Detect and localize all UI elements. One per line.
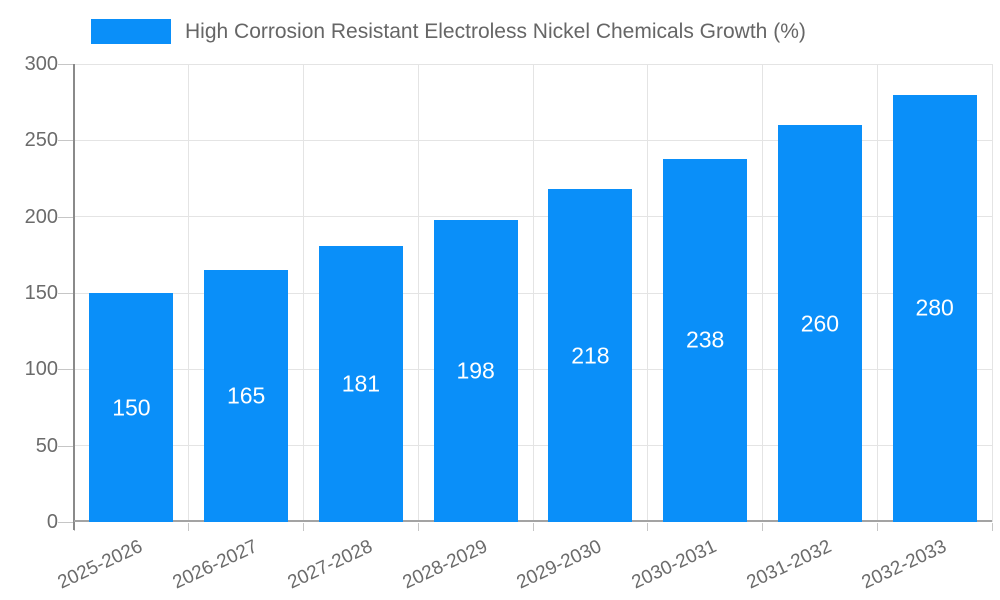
bar-value-label: 165 <box>226 382 266 409</box>
bar[interactable] <box>318 245 403 522</box>
x-tick-label: 2027-2028 <box>284 536 376 594</box>
bar-value-label: 150 <box>112 394 151 420</box>
legend[interactable]: High Corrosion Resistant Electroless Nic… <box>91 19 806 44</box>
x-tick-label: 2028-2029 <box>399 536 491 594</box>
bar-value-label: 260 <box>800 310 840 337</box>
bar-value-label: 218 <box>571 342 610 369</box>
bar[interactable] <box>548 189 633 522</box>
x-tick-mark <box>188 523 190 531</box>
v-gridline <box>303 64 304 522</box>
bar-value-label: 181 <box>341 370 381 397</box>
v-gridline <box>188 64 190 522</box>
y-tick-mark <box>58 369 74 371</box>
x-tick-label: 2030-2031 <box>628 536 720 594</box>
bar[interactable] <box>89 293 174 522</box>
y-tick-mark <box>58 140 74 142</box>
bar-value-label: 280 <box>915 294 954 321</box>
x-tick-mark <box>303 523 304 531</box>
bar[interactable] <box>663 158 748 522</box>
v-gridline <box>532 64 534 522</box>
plot-area: 0 50 100 150 200 250 300 150 2025-2026 165 2026-20… <box>25 53 993 593</box>
y-tick-label: 300 <box>24 53 58 75</box>
bar[interactable] <box>892 94 977 522</box>
x-tick-label: 2032-2033 <box>858 536 950 594</box>
x-tick-label: 2031-2032 <box>743 536 835 594</box>
bar-value-label: 198 <box>456 357 495 384</box>
y-axis-line <box>73 64 75 530</box>
y-tick-mark <box>58 216 74 218</box>
y-tick-mark <box>58 445 74 447</box>
bar[interactable] <box>777 125 862 522</box>
y-tick-label: 200 <box>24 205 58 228</box>
v-gridline <box>417 64 419 522</box>
x-tick-label: 2029-2030 <box>514 536 606 594</box>
v-gridline <box>762 64 763 522</box>
x-tick-mark <box>762 523 763 531</box>
v-gridline <box>991 64 993 522</box>
v-gridline <box>647 64 649 522</box>
x-tick-label: 2026-2027 <box>169 536 261 594</box>
x-tick-mark <box>647 523 649 531</box>
x-axis-line <box>74 520 992 522</box>
y-tick-label: 100 <box>24 358 58 381</box>
y-tick-mark <box>58 522 74 523</box>
x-tick-mark <box>532 523 534 531</box>
y-tick-label: 250 <box>24 129 58 152</box>
x-tick-mark <box>991 523 993 531</box>
y-tick-mark <box>58 293 74 294</box>
bar[interactable] <box>204 270 289 522</box>
x-tick-mark <box>417 523 419 531</box>
y-tick-label: 0 <box>46 511 58 533</box>
y-tick-mark <box>58 64 74 65</box>
x-tick-label: 2025-2026 <box>55 536 147 594</box>
legend-label: High Corrosion Resistant Electroless Nic… <box>185 19 806 43</box>
y-tick-label: 50 <box>35 434 58 457</box>
legend-swatch-icon <box>91 19 171 44</box>
v-gridline <box>876 64 878 522</box>
x-tick-mark <box>876 523 878 531</box>
bar-value-label: 238 <box>685 326 725 353</box>
bar[interactable] <box>433 219 518 522</box>
y-tick-label: 150 <box>24 282 58 304</box>
